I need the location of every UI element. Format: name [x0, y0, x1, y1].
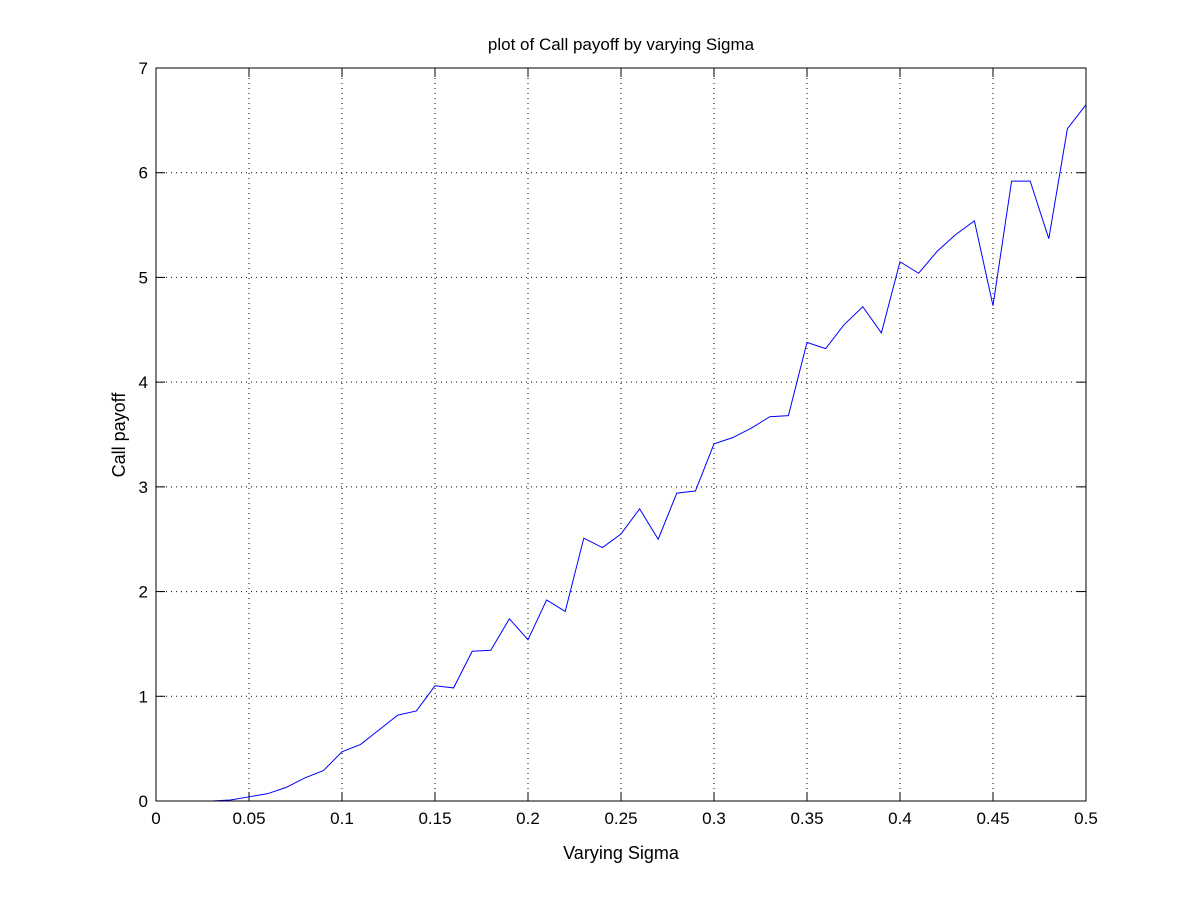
plot-frame — [155, 67, 1087, 802]
x-tick-label: 0.35 — [790, 809, 823, 828]
x-axis-label: Varying Sigma — [563, 843, 680, 863]
x-tick-label: 0.5 — [1074, 809, 1098, 828]
y-tick-label: 5 — [139, 268, 148, 287]
y-tick-label: 0 — [139, 792, 148, 811]
x-tick-label: 0.1 — [330, 809, 354, 828]
grid — [156, 68, 1086, 801]
x-tick-label: 0.45 — [976, 809, 1009, 828]
y-tick-label: 6 — [139, 164, 148, 183]
y-axis-label: Call payoff — [109, 392, 129, 478]
x-tick-label: 0.25 — [604, 809, 637, 828]
chart-title: plot of Call payoff by varying Sigma — [488, 35, 755, 54]
y-tick-label: 4 — [139, 373, 148, 392]
x-tick-labels: 0 0.05 0.1 0.15 0.2 0.25 0.3 0.35 0.4 0.45 0.5 — [151, 809, 1098, 828]
y-tick-label: 1 — [139, 687, 148, 706]
plot-area — [155, 67, 1087, 802]
x-tick-label: 0.3 — [702, 809, 726, 828]
y-tick-label: 3 — [139, 478, 148, 497]
x-tick-label: 0 — [151, 809, 160, 828]
y-tick-labels: 0 1 2 3 4 5 6 7 — [139, 59, 148, 811]
series-layer — [174, 104, 1087, 802]
y-tick-label: 2 — [139, 583, 148, 602]
series-line — [174, 104, 1087, 802]
x-tick-label: 0.15 — [418, 809, 451, 828]
x-tick-label: 0.2 — [516, 809, 540, 828]
y-tick-label: 7 — [139, 59, 148, 78]
x-tick-label: 0.05 — [232, 809, 265, 828]
x-tick-label: 0.4 — [888, 809, 912, 828]
